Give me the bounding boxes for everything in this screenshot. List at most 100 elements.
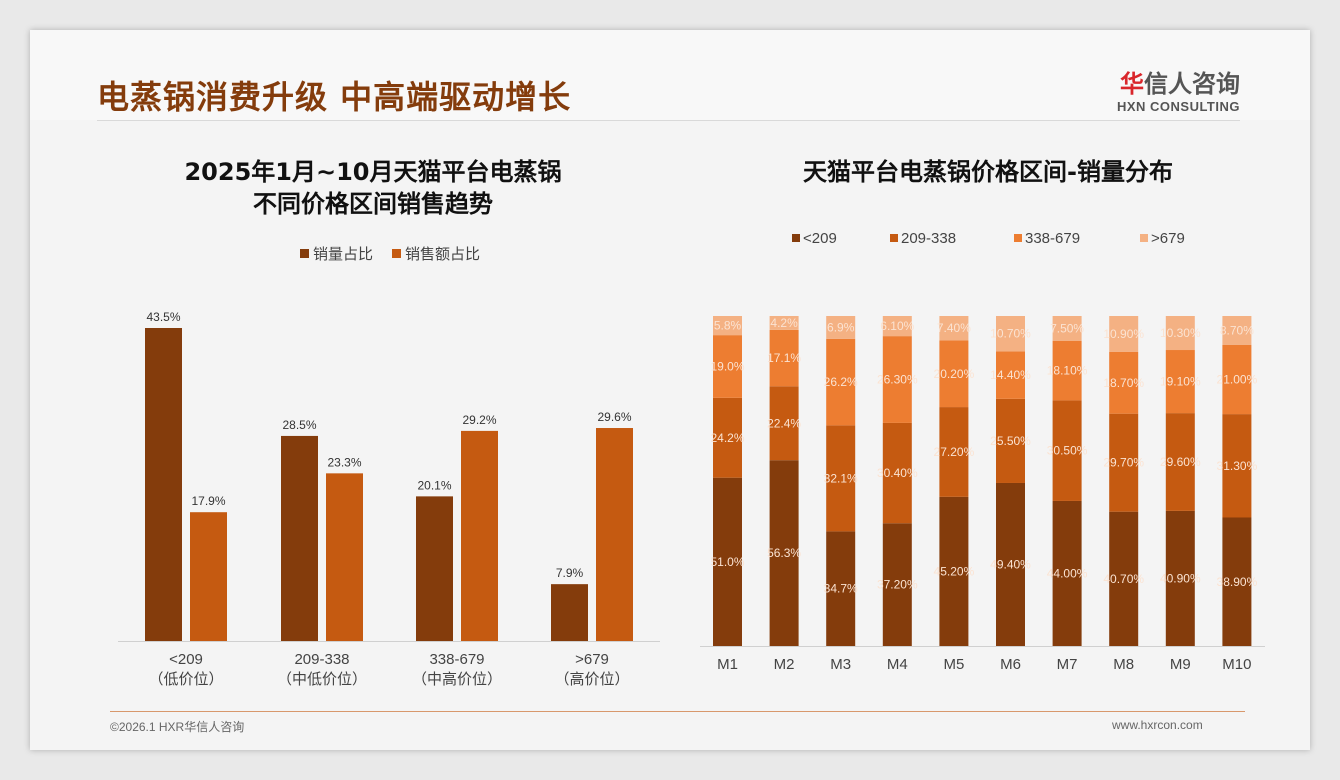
data-label: 14.40%: [990, 368, 1031, 382]
legend-swatch: [392, 249, 401, 258]
legend-swatch: [890, 234, 898, 242]
data-label: 7.40%: [937, 321, 971, 335]
data-label: 22.4%: [767, 416, 801, 430]
legend-label: 销量占比: [313, 246, 373, 263]
data-label: 17.1%: [767, 351, 801, 365]
stacked-bar-segment: [1222, 414, 1252, 518]
data-label: 31.30%: [1217, 459, 1258, 473]
data-label: 30.40%: [877, 466, 918, 480]
data-label: 32.1%: [824, 471, 858, 485]
legend-swatch: [1014, 234, 1022, 242]
logo-cn: 信人咨询: [1144, 70, 1240, 98]
bar: [281, 435, 318, 641]
bar: [596, 428, 633, 641]
copyright: ©2026.1 HXR华信人咨询: [110, 720, 245, 734]
x-tick-label: M10: [1222, 656, 1251, 673]
data-label: 26.2%: [824, 375, 858, 389]
x-tick-label: >679: [575, 651, 609, 668]
data-label: 37.20%: [877, 578, 918, 592]
website-url: www.hxrcon.com: [1112, 718, 1203, 732]
slide: 电蒸锅消费升级 中高端驱动增长 华信人咨询 HXN CONSULTING ©20…: [30, 30, 1310, 750]
x-tick-label: M8: [1113, 656, 1134, 673]
stacked-bar-segment: [939, 407, 969, 497]
data-label: 20.20%: [934, 367, 975, 381]
footer-divider: [110, 711, 1245, 712]
data-label: 29.60%: [1160, 455, 1201, 469]
data-label: 45.20%: [934, 564, 975, 578]
data-label: 51.0%: [710, 555, 744, 569]
legend-swatch: [1140, 234, 1148, 242]
data-label: 43.5%: [146, 310, 180, 324]
data-label: 4.2%: [770, 316, 798, 330]
bar: [326, 473, 363, 641]
stacked-bar-segment: [882, 316, 912, 337]
stacked-bar-segment: [939, 496, 969, 646]
stacked-bar-segment: [882, 523, 912, 646]
x-tick-label: M1: [717, 656, 738, 673]
data-label: 20.1%: [417, 478, 451, 492]
bar: [551, 584, 588, 641]
data-label: 10.70%: [990, 327, 1031, 341]
legend-label: <209: [803, 230, 837, 247]
data-label: 30.50%: [1047, 444, 1088, 458]
stacked-bar-segment: [1109, 511, 1139, 646]
left-chart-title-1: 2025年1月~10月天猫平台电蒸锅: [184, 158, 561, 186]
data-label: 24.2%: [710, 431, 744, 445]
data-label: 27.20%: [934, 445, 975, 459]
legend-label: 338-679: [1025, 230, 1080, 247]
data-label: 8.70%: [1220, 323, 1254, 337]
data-label: 40.90%: [1160, 571, 1201, 585]
stacked-bar-segment: [826, 316, 856, 339]
legend-swatch: [300, 249, 309, 258]
data-label: 10.30%: [1160, 326, 1201, 340]
data-label: 17.9%: [191, 494, 225, 508]
right-chart-title: 天猫平台电蒸锅价格区间-销量分布: [803, 158, 1173, 186]
stacked-bar-segment: [1052, 316, 1082, 341]
stacked-bar-segment: [1222, 517, 1252, 646]
data-label: 29.70%: [1103, 456, 1144, 470]
bar: [190, 512, 227, 641]
x-tick-label: M5: [943, 656, 964, 673]
data-label: 56.3%: [767, 546, 801, 560]
x-tick-label: M7: [1057, 656, 1078, 673]
stacked-bar-segment: [1165, 413, 1195, 511]
bar: [145, 328, 182, 641]
data-label: 40.70%: [1103, 572, 1144, 586]
x-tick-label: M9: [1170, 656, 1191, 673]
stacked-bar-segment: [1052, 400, 1082, 501]
data-label: 38.90%: [1217, 575, 1258, 589]
stacked-bar-segment: [713, 316, 742, 336]
x-tick-label: M6: [1000, 656, 1021, 673]
x-tick-sublabel: （低价位）: [148, 671, 223, 688]
stacked-bar-segment: [1052, 500, 1082, 646]
stacked-bar-segment: [1109, 413, 1139, 512]
stacked-bar-segment: [882, 336, 912, 423]
stacked-bar-segment: [713, 335, 742, 398]
x-tick-label: M2: [774, 656, 795, 673]
x-tick-label: 209-338: [294, 651, 349, 668]
stacked-bar-segment: [1165, 510, 1195, 646]
data-label: 21.00%: [1217, 372, 1258, 386]
x-tick-sublabel: （中高价位）: [412, 671, 502, 688]
stacked-bar-segment: [713, 477, 742, 646]
data-label: 23.3%: [327, 455, 361, 469]
legend-swatch: [792, 234, 800, 242]
stacked-bar-segment: [996, 351, 1025, 399]
data-label: 19.0%: [710, 359, 744, 373]
logo-hua: 华: [1120, 70, 1144, 98]
stacked-bar-segment: [1052, 340, 1082, 401]
data-label: 25.50%: [990, 434, 1031, 448]
legend-label: >679: [1151, 230, 1185, 247]
stacked-bar-segment: [939, 316, 969, 341]
data-label: 44.00%: [1047, 566, 1088, 580]
data-label: 5.8%: [714, 319, 742, 333]
header-divider: [97, 120, 1240, 121]
stacked-bar-segment: [996, 398, 1025, 483]
left-chart-title-2: 不同价格区间销售趋势: [253, 190, 493, 218]
stacked-bar-segment: [882, 422, 912, 524]
stacked-bar-segment: [713, 397, 742, 478]
stacked-bar-segment: [1109, 351, 1139, 414]
stacked-bar-segment: [826, 531, 856, 646]
stacked-bar-segment: [826, 425, 856, 532]
data-label: 18.10%: [1047, 364, 1088, 378]
